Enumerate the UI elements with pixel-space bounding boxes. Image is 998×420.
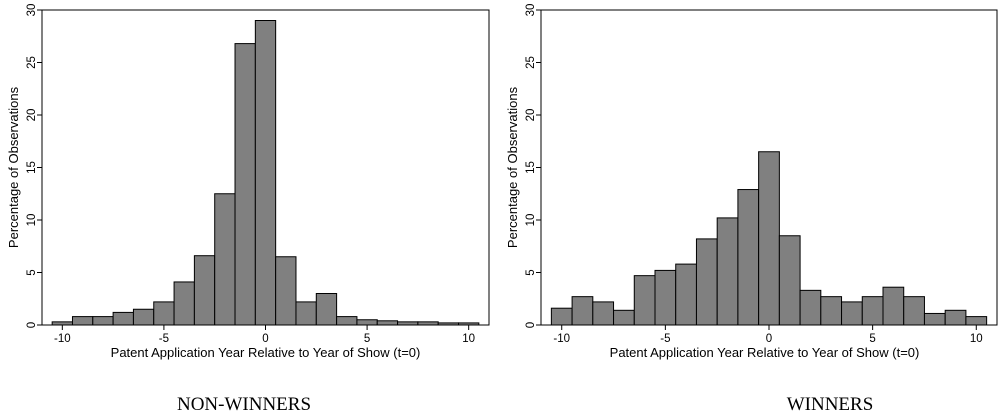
winners-bar-5	[654, 269, 677, 326]
non-winners-bar-9	[234, 43, 256, 326]
winners-bar-18	[923, 312, 946, 326]
winners-y-axis-title: Percentage of Observations	[505, 86, 520, 248]
winners-x-tick-label: 0	[766, 333, 772, 345]
non-winners-bar-4	[132, 308, 155, 326]
winners-y-tick-label: 10	[525, 214, 537, 227]
non-winners-x-tick-label: 10	[462, 333, 475, 345]
non-winners-y-tick-label: 0	[26, 322, 38, 328]
winners-bar-20	[965, 316, 988, 326]
non-winners-x-tick-label: -5	[159, 333, 169, 345]
non-winners-x-tick-label: 0	[262, 333, 268, 345]
winners-bar-2	[592, 301, 615, 326]
winners-bar-16	[882, 286, 905, 326]
winners-bar-8	[716, 217, 739, 326]
winners-y-tick-label: 30	[525, 4, 537, 17]
winners-x-tick-label: 10	[970, 333, 983, 345]
winners-bar-17	[903, 296, 925, 326]
winners-bar-9	[737, 189, 760, 326]
non-winners-bar-13	[315, 293, 338, 326]
winners-bar-11	[778, 235, 801, 326]
winners-y-tick-label: 0	[525, 322, 537, 328]
winners-bar-1	[571, 296, 594, 326]
winners-bar-3	[613, 309, 635, 326]
winners-y-tick-label: 15	[525, 161, 537, 174]
non-winners-bar-6	[173, 281, 195, 326]
non-winners-x-tick-label: 5	[364, 333, 370, 345]
non-winners-bar-11	[275, 256, 297, 326]
winners-bar-7	[695, 238, 718, 326]
non-winners-bar-2	[92, 316, 114, 326]
non-winners-y-tick-label: 15	[26, 161, 38, 174]
non-winners-y-tick-label: 10	[26, 214, 38, 227]
non-winners-bar-7	[193, 255, 216, 326]
non-winners-bar-5	[153, 301, 175, 326]
non-winners-bar-16	[376, 320, 399, 326]
winners-x-tick-label: -5	[660, 333, 670, 345]
non-winners-y-tick-label: 20	[26, 109, 38, 122]
non-winners-y-tick-label: 30	[26, 4, 38, 17]
non-winners-x-tick-label: -10	[54, 333, 71, 345]
histogram-non-winners: 0 5 10 15 20 25 30 -10 -5 0 5 10 Patent Application …	[6, 4, 490, 415]
chart-svg-winners: 0 5 10 15 20 25 30 -10 -5 0 5 10 Patent Application …	[505, 4, 998, 415]
winners-bar-0	[550, 307, 573, 326]
non-winners-y-axis-title: Percentage of Observations	[6, 86, 21, 248]
winners-bar-4	[633, 275, 656, 326]
winners-bar-13	[820, 296, 843, 326]
winners-x-tick-label: 5	[869, 333, 875, 345]
winners-bar-6	[675, 263, 697, 326]
non-winners-x-axis-title: Patent Application Year Relative to Year…	[111, 345, 421, 360]
winners-bar-10	[758, 151, 780, 326]
non-winners-bar-15	[356, 319, 378, 326]
non-winners-bar-8	[214, 193, 236, 326]
non-winners-bar-12	[295, 301, 317, 326]
winners-caption: WINNERS	[787, 394, 874, 415]
non-winners-bar-1	[71, 316, 94, 326]
chart-svg-non-winners: 0 5 10 15 20 25 30 -10 -5 0 5 10 Patent Application …	[6, 4, 490, 415]
winners-y-tick-label: 5	[525, 269, 537, 275]
non-winners-y-tick-label: 25	[26, 56, 38, 69]
winners-x-tick-label: -10	[553, 333, 570, 345]
winners-x-axis-title: Patent Application Year Relative to Year…	[610, 345, 920, 360]
winners-bar-15	[861, 296, 884, 326]
winners-y-tick-label: 20	[525, 109, 537, 122]
non-winners-caption: NON-WINNERS	[177, 394, 311, 415]
winners-y-tick-label: 25	[525, 56, 537, 69]
non-winners-bar-14	[336, 316, 358, 326]
histogram-winners: 0 5 10 15 20 25 30 -10 -5 0 5 10 Patent Application …	[499, 0, 998, 420]
winners-bar-19	[944, 309, 967, 326]
non-winners-bar-10	[254, 20, 277, 326]
winners-bar-14	[841, 301, 863, 326]
non-winners-y-tick-label: 5	[26, 269, 38, 275]
non-winners-bar-3	[112, 311, 134, 326]
winners-bar-12	[799, 289, 822, 326]
